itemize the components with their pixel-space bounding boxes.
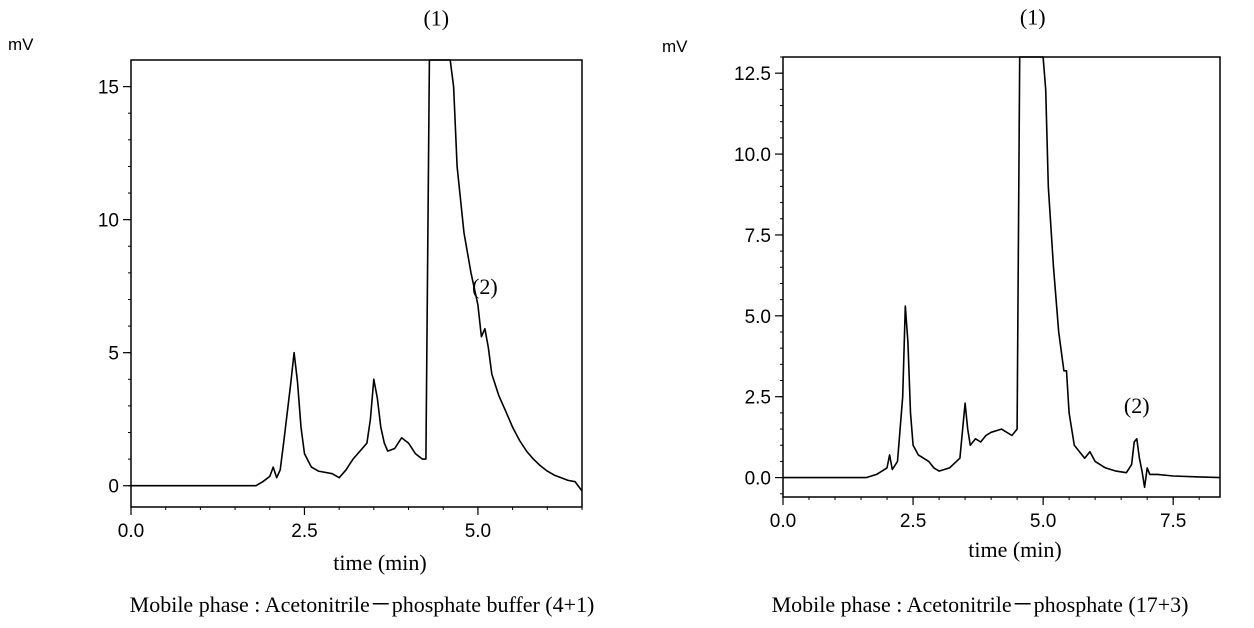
chart-panel-2: 0.0 2.5 5.0 7.5 10.0 12.5 0.0 2.5 5.0 7.5 mV (1) (2)… — [662, 5, 1221, 617]
x-tick-label: 5.0 — [1030, 511, 1056, 532]
x-tick-label: 0.0 — [770, 511, 796, 532]
y-tick-label: 15 — [98, 78, 119, 99]
peak-label: (2) — [1124, 393, 1150, 418]
x-tick-label: 5.0 — [465, 521, 491, 542]
plot-frame — [130, 59, 583, 508]
peak-label: (1) — [423, 5, 449, 30]
y-tick-label: 12.5 — [734, 64, 771, 85]
y-tick-label: 7.5 — [745, 226, 771, 247]
chart-caption: Mobile phase : Acetonitrile－phosphate (1… — [772, 592, 1189, 617]
x-axis-label: time (min) — [333, 550, 426, 575]
x-axis-label: time (min) — [968, 537, 1061, 562]
peak-label: (1) — [1020, 5, 1046, 30]
x-tick-label: 2.5 — [291, 521, 317, 542]
y-tick-label: 0.0 — [745, 469, 771, 490]
y-tick-label: 0 — [108, 477, 119, 498]
y-unit-label: mV — [8, 35, 34, 54]
x-tick-label: 7.5 — [1160, 511, 1186, 532]
y-tick-label: 10.0 — [734, 145, 771, 166]
peak-label: (2) — [472, 274, 498, 299]
y-tick-label: 5 — [108, 344, 119, 365]
chart-panel-1: 0 5 10 15 0.0 2.5 5.0 mV (1) (2) time (min) Mobile … — [8, 5, 594, 617]
chromatogram-trace — [783, 56, 1221, 489]
y-unit-label: mV — [662, 37, 688, 56]
plot-frame — [782, 56, 1221, 498]
y-tick-label: 5.0 — [745, 307, 771, 328]
x-tick-label: 0.0 — [118, 521, 144, 542]
x-tick-label: 2.5 — [900, 511, 926, 532]
chart-caption: Mobile phase : Acetonitrile－phosphate bu… — [130, 592, 595, 617]
y-tick-label: 10 — [98, 211, 119, 232]
y-tick-label: 2.5 — [745, 388, 771, 409]
chromatogram-trace — [131, 59, 583, 492]
